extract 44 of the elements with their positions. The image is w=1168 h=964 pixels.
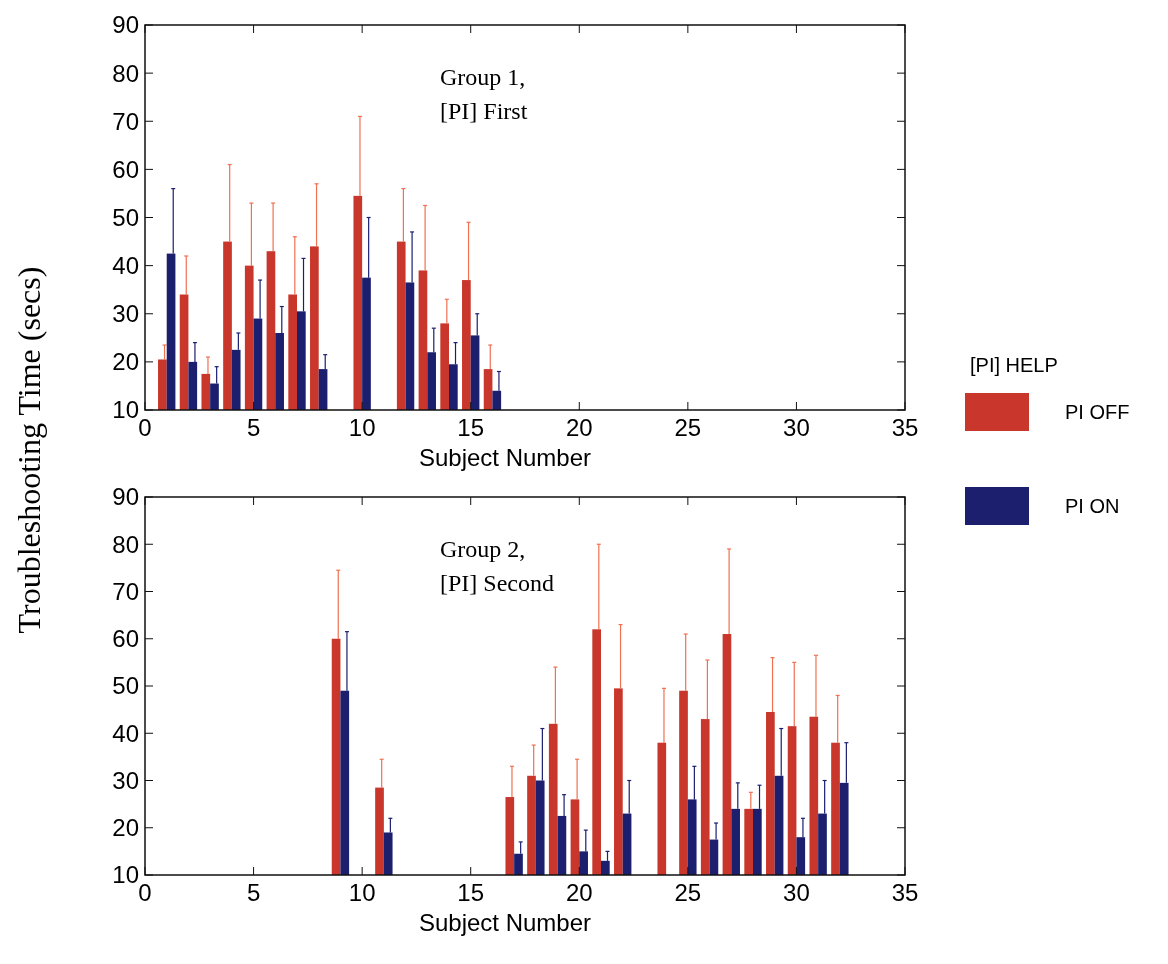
x-tick-label: 30	[783, 879, 810, 906]
x-tick-label: 0	[138, 414, 152, 441]
y-tick-label: 20	[112, 348, 139, 376]
y-tick-label: 60	[112, 625, 139, 653]
annotation: Group 2,	[440, 536, 526, 562]
y-tick-label: 10	[112, 396, 139, 424]
y-tick-label: 70	[112, 577, 139, 605]
y-tick-label: 30	[112, 300, 139, 328]
y-tick-label: 90	[112, 11, 139, 39]
x-tick-label: 15	[457, 879, 485, 906]
y-tick-label: 70	[112, 107, 139, 135]
x-tick-label: 25	[674, 879, 702, 906]
legend-label: PI ON	[1065, 495, 1120, 517]
x-tick-label: 15	[457, 414, 485, 441]
annotation: Group 1,	[440, 64, 526, 90]
x-tick-label: 5	[246, 879, 261, 906]
x-tick-label: 0	[138, 879, 152, 906]
x-tick-label: 35	[891, 879, 919, 906]
x-tick-label: 20	[565, 414, 593, 441]
y-axis-title: Troubleshooting Time (secs)	[11, 266, 47, 634]
x-tick-label: 35	[891, 414, 919, 441]
y-tick-label: 50	[112, 203, 139, 231]
y-tick-label: 80	[112, 530, 139, 558]
x-tick-label: 25	[674, 414, 702, 441]
annotation: [PI] Second	[440, 570, 554, 596]
y-tick-label: 20	[112, 814, 139, 842]
y-tick-label: 60	[112, 155, 139, 183]
y-tick-label: 40	[112, 719, 139, 747]
x-axis-title: Subject Number	[418, 909, 592, 936]
x-tick-label: 20	[565, 879, 593, 906]
y-tick-label: 10	[112, 861, 139, 889]
y-tick-label: 90	[112, 483, 139, 511]
x-tick-label: 5	[246, 414, 261, 441]
legend-title: [PI] HELP	[970, 354, 1058, 376]
y-tick-label: 50	[112, 672, 139, 700]
x-tick-label: 30	[783, 414, 810, 441]
y-tick-label: 40	[112, 252, 139, 280]
x-tick-label: 10	[348, 879, 376, 906]
y-tick-label: 30	[112, 766, 139, 794]
y-tick-label: 80	[112, 59, 139, 87]
legend-label: PI OFF	[1065, 401, 1130, 423]
annotation: [PI] First	[440, 98, 528, 124]
x-axis-title: Subject Number	[418, 444, 592, 471]
x-tick-label: 10	[348, 414, 376, 441]
